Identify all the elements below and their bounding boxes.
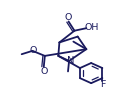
Text: F: F <box>100 80 105 89</box>
Text: N: N <box>67 56 75 66</box>
Text: O: O <box>64 13 72 22</box>
Text: O: O <box>41 67 48 76</box>
Text: OH: OH <box>85 23 99 32</box>
Text: O: O <box>30 46 37 54</box>
